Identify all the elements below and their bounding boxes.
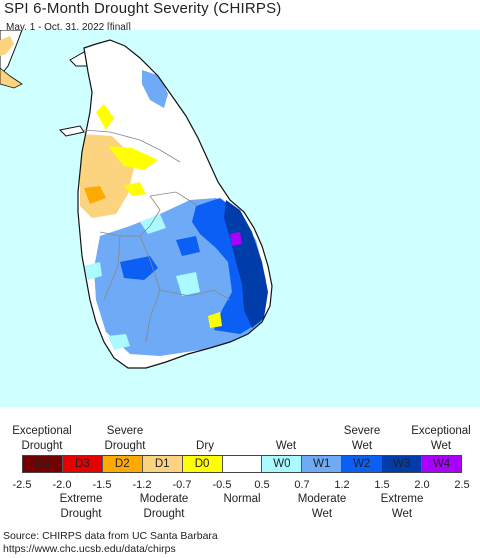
legend: Exceptional Drought Severe Drought Dry Wet…: [0, 410, 480, 530]
legend-swatch-d2: D2: [102, 456, 143, 472]
dry-north: [96, 104, 158, 196]
legend-tick: 0.5: [254, 479, 270, 491]
india-coast-orange: [0, 67, 23, 89]
source-url[interactable]: https://www.chc.ucsb.edu/data/chirps: [3, 543, 176, 555]
legend-tick: -0.7: [172, 479, 192, 491]
drought-map: [0, 30, 480, 407]
legend-label-extreme-drought: Extreme Drought: [59, 493, 103, 520]
map-subtitle: May. 1 - Oct. 31, 2022 [final]: [6, 22, 131, 33]
map-title: SPI 6-Month Drought Severity (CHIRPS): [4, 0, 282, 17]
legend-swatch-w3: W3: [382, 456, 423, 472]
legend-tick: -1.5: [92, 479, 112, 491]
legend-tick: 1.5: [374, 479, 390, 491]
legend-label-wet: Wet: [275, 440, 297, 452]
legend-tick: 2.5: [454, 479, 470, 491]
legend-swatch-d3: D3: [62, 456, 103, 472]
island-outline: [77, 39, 273, 369]
legend-tick: 2.0: [414, 479, 430, 491]
legend-tick: -2.0: [52, 479, 72, 491]
legend-label-exceptional-wet: Exceptional Wet: [411, 425, 471, 452]
legend-swatch-d4: D4: [23, 456, 63, 472]
legend-label-severe-drought: Severe Drought: [104, 425, 146, 452]
legend-tick: -1.2: [132, 479, 152, 491]
legend-swatch-w0: W0: [262, 456, 303, 472]
exceptional-wet-spot: [230, 232, 242, 246]
legend-tick: -2.5: [12, 479, 32, 491]
legend-label-normal: Normal: [223, 493, 261, 505]
legend-swatch-w4: W4: [422, 456, 461, 472]
india-dry-patch: [0, 36, 14, 56]
severe-drought-spot: [84, 186, 106, 204]
legend-swatch-normal: [222, 456, 263, 472]
legend-tick: 1.2: [334, 479, 350, 491]
legend-label-severe-wet: Severe Wet: [343, 425, 381, 452]
legend-label-extreme-wet: Extreme Wet: [380, 493, 424, 520]
dry-south: [208, 312, 222, 328]
legend-tick: 0.7: [294, 479, 310, 491]
legend-label-dry: Dry: [196, 440, 214, 452]
province-boundaries: [83, 129, 231, 343]
legend-tick: -0.5: [212, 479, 232, 491]
legend-swatch-d0: D0: [182, 456, 223, 472]
legend-label-moderate-wet: Moderate Wet: [297, 493, 347, 520]
legend-label-exceptional-drought: Exceptional Drought: [12, 425, 72, 452]
legend-swatch-w1: W1: [302, 456, 343, 472]
severe-wet-central: [120, 236, 200, 280]
legend-swatch-w2: W2: [342, 456, 383, 472]
source-footer: Source: CHIRPS data from UC Santa Barbar…: [3, 530, 218, 556]
extreme-wet-coast: [224, 200, 268, 328]
source-text: Source: CHIRPS data from UC Santa Barbar…: [3, 530, 218, 542]
legend-color-bar: D4 D3 D2 D1 D0 W0 W1 W2 W3 W4: [22, 455, 462, 473]
mannar-island: [58, 125, 85, 137]
legend-label-moderate-drought: Moderate Drought: [139, 493, 189, 520]
legend-swatch-d1: D1: [142, 456, 183, 472]
